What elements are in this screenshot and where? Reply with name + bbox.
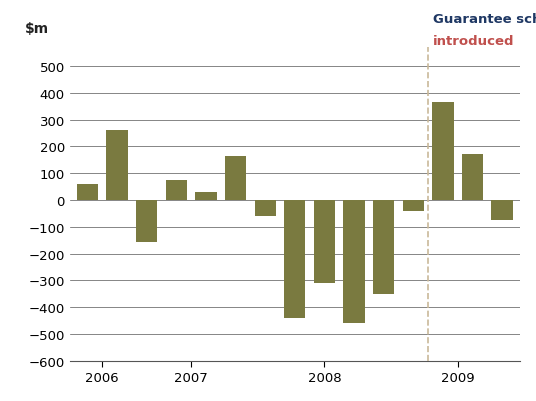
- Text: $m: $m: [25, 22, 49, 36]
- Bar: [284, 200, 306, 318]
- Bar: [344, 200, 364, 324]
- Bar: [255, 200, 276, 217]
- Bar: [77, 184, 98, 200]
- Bar: [195, 192, 217, 200]
- Bar: [136, 200, 158, 242]
- Bar: [314, 200, 335, 284]
- Bar: [462, 155, 483, 200]
- Bar: [492, 200, 513, 221]
- Bar: [432, 103, 453, 200]
- Bar: [225, 156, 246, 200]
- Bar: [403, 200, 424, 211]
- Bar: [166, 180, 187, 200]
- Bar: [373, 200, 394, 294]
- Text: introduced: introduced: [433, 35, 514, 48]
- Bar: [107, 131, 128, 200]
- Text: Guarantee scheme: Guarantee scheme: [433, 13, 536, 26]
